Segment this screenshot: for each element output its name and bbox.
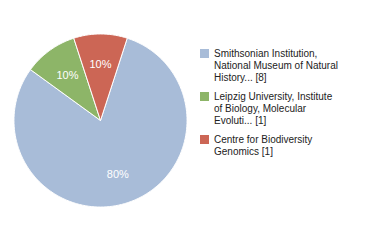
svg-text:10%: 10%	[56, 69, 78, 81]
svg-text:10%: 10%	[89, 58, 111, 70]
svg-text:80%: 80%	[107, 168, 129, 180]
html-text:Centre for Biodiversity Genomi: Centre for Biodiversity Genomics [1]	[214, 134, 313, 157]
html-text:Smithsonian Institution, Natio: Smithsonian Institution, National Museum…	[214, 48, 338, 83]
html-text:Leipzig University, Institute: Leipzig University, Institute of Biology…	[214, 91, 333, 126]
